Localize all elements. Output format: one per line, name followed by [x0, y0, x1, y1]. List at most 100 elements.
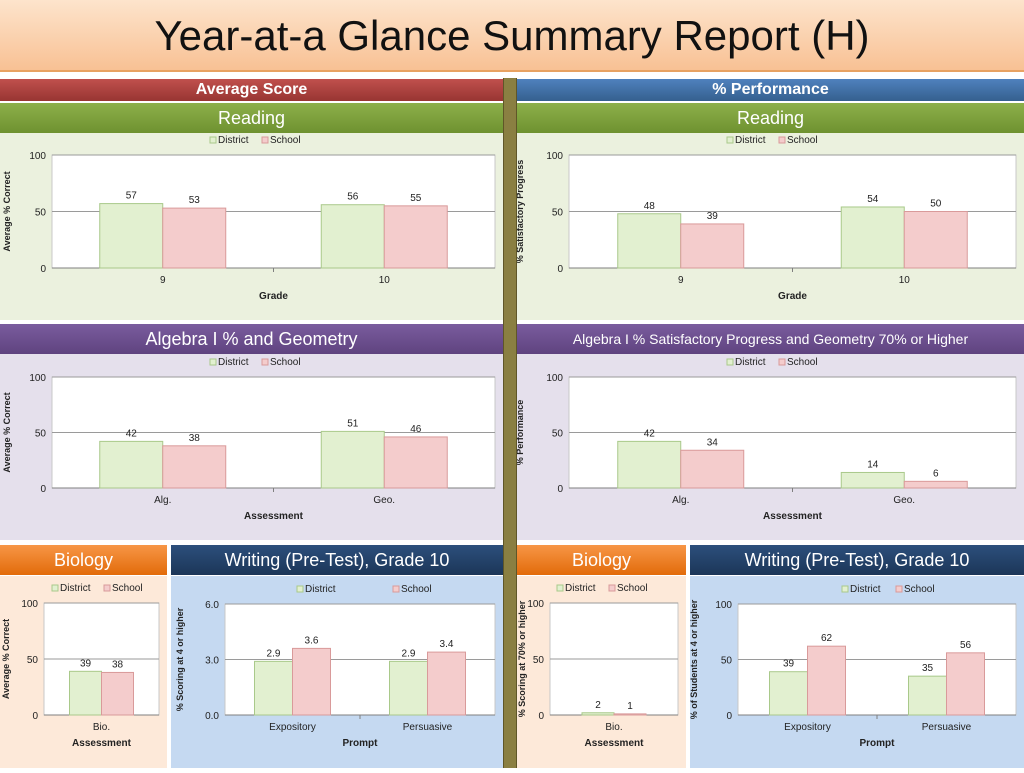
legend-swatch-district	[209, 136, 217, 144]
data-label: 50	[930, 199, 942, 210]
x-tick-label: Alg.	[672, 495, 689, 506]
y-tick-label: 0	[557, 264, 563, 275]
y-tick-label: 100	[715, 600, 732, 611]
data-label: 46	[410, 424, 422, 435]
y-tick-label: 50	[27, 655, 39, 666]
bar-school-geo	[383, 436, 448, 489]
bar-district-bio	[581, 712, 615, 716]
data-label: 2	[595, 700, 601, 711]
bar-district-persuasive	[389, 660, 428, 716]
bar-district-expository	[254, 660, 293, 716]
bar-district-9	[99, 203, 164, 269]
panel-heading-reading-performance: Reading	[517, 103, 1024, 133]
y-tick-label: 50	[552, 208, 564, 219]
legend-swatch-district	[726, 358, 734, 366]
chart-panel-biology-performance: 0 50 100 2 1 Bio. Assessment % Scoring at 70% o…	[517, 576, 686, 768]
bar-school-geo	[903, 480, 968, 489]
legend-label-school: School	[270, 135, 301, 146]
chart-panel-writing-average: 0.0 3.0 6.0 2.9 3.6 Expository 2.9 3.4 Persuasiv…	[171, 576, 503, 768]
x-tick-label: Expository	[269, 722, 316, 733]
bar-chart-reading_perf: 0 50 100 48 39 9 54 50 10 Grade % Satisfactory Pro…	[515, 135, 1017, 302]
x-tick-label: Geo.	[373, 495, 395, 506]
bar-district-10	[320, 204, 385, 269]
bar-district-expository	[769, 671, 808, 716]
title-bar: Year-at-a Glance Summary Report (H)	[0, 0, 1024, 72]
y-tick-label: 0	[557, 484, 563, 495]
legend-swatch-school	[608, 584, 616, 592]
x-tick-label: Persuasive	[403, 722, 453, 733]
bar-chart-algebra_avg: 0 50 100 42 38 Alg. 51 46 Geo. Assessment Average …	[2, 357, 496, 522]
legend-swatch-district	[841, 585, 849, 593]
data-label: 35	[922, 663, 934, 674]
legend-swatch-district	[556, 584, 564, 592]
x-axis-title: Assessment	[244, 511, 304, 522]
chart-panel-writing-performance: 0 50 100 39 62 Expository 35 56 Persuasive Prompt…	[689, 576, 1024, 768]
data-label: 39	[707, 211, 719, 222]
y-tick-label: 0	[40, 264, 46, 275]
data-label: 39	[80, 658, 92, 669]
data-label: 48	[644, 201, 656, 212]
y-axis-title: % of Students at 4 or higher	[690, 599, 699, 719]
bar-district-geo	[840, 471, 905, 489]
section-header-performance: % Performance	[517, 79, 1024, 101]
bar-school-bio	[101, 671, 134, 716]
y-tick-label: 0	[32, 711, 38, 722]
data-label: 42	[644, 428, 656, 439]
legend-label-school: School	[270, 357, 301, 368]
data-label: 2.9	[267, 648, 281, 659]
bar-school-expository	[807, 645, 846, 716]
legend-label-district: District	[735, 135, 766, 146]
chart-panel-reading-average: 0 50 100 57 53 9 56 55 10 Grade Average % Correct D…	[0, 133, 503, 320]
legend-label-school: School	[904, 584, 935, 595]
x-tick-label: Bio.	[93, 722, 110, 733]
x-tick-label: 10	[899, 275, 911, 286]
y-tick-label: 50	[721, 656, 733, 667]
panel-heading-reading-average: Reading	[0, 103, 503, 133]
y-tick-label: 3.0	[205, 656, 219, 667]
legend-swatch-district	[726, 136, 734, 144]
x-axis-title: Grade	[259, 291, 288, 302]
data-label: 38	[189, 433, 201, 444]
x-tick-label: Geo.	[893, 495, 915, 506]
y-axis-title: % Scoring at 4 or higher	[175, 607, 185, 711]
x-tick-label: Bio.	[605, 722, 622, 733]
bar-school-9	[680, 223, 745, 269]
y-tick-label: 0	[40, 484, 46, 495]
x-tick-label: 10	[379, 275, 391, 286]
bar-district-bio	[69, 670, 102, 716]
y-axis-title: Average % Correct	[1, 619, 11, 699]
y-tick-label: 0	[726, 711, 732, 722]
bar-chart-algebra_perf: 0 50 100 42 34 Alg. 14 6 Geo. Assessment % Perform…	[515, 357, 1017, 522]
data-label: 14	[867, 459, 879, 470]
chart-panel-reading-performance: 0 50 100 48 39 9 54 50 10 Grade % Satisfactory Pro…	[515, 133, 1024, 320]
y-tick-label: 50	[533, 655, 545, 666]
panel-heading-biology-average: Biology	[0, 545, 167, 575]
data-label: 57	[126, 191, 138, 202]
legend-label-school: School	[401, 584, 432, 595]
y-axis-title: % Scoring at 70% or higher	[517, 600, 527, 717]
bar-chart-reading_avg: 0 50 100 57 53 9 56 55 10 Grade Average % Correct D…	[2, 135, 496, 302]
bar-school-persuasive	[427, 651, 466, 716]
x-axis-title: Assessment	[763, 511, 823, 522]
panel-heading-writing-performance: Writing (Pre-Test), Grade 10	[690, 545, 1024, 575]
legend-label-school: School	[617, 583, 648, 594]
legend-label-school: School	[787, 135, 818, 146]
panel-heading-algebra-average: Algebra I % and Geometry	[0, 324, 503, 354]
panel-heading-algebra-performance: Algebra I % Satisfactory Progress and Ge…	[517, 324, 1024, 354]
legend-swatch-district	[296, 585, 304, 593]
legend-swatch-school	[261, 136, 269, 144]
data-label: 56	[960, 640, 972, 651]
y-tick-label: 100	[21, 599, 38, 610]
legend-label-district: District	[218, 135, 249, 146]
y-axis-title: % Performance	[517, 400, 525, 466]
data-label: 34	[707, 437, 719, 448]
legend-swatch-school	[103, 584, 111, 592]
y-tick-label: 6.0	[205, 600, 219, 611]
data-label: 3.4	[440, 639, 454, 650]
y-tick-label: 100	[29, 373, 46, 384]
legend-swatch-district	[51, 584, 59, 592]
y-tick-label: 0	[538, 711, 544, 722]
y-tick-label: 100	[29, 151, 46, 162]
legend-swatch-school	[261, 358, 269, 366]
y-tick-label: 100	[546, 373, 563, 384]
